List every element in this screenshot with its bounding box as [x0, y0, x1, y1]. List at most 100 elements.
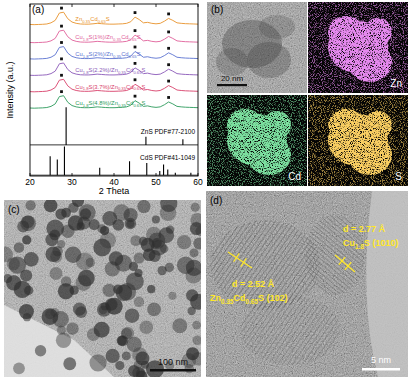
x-tick — [156, 173, 157, 176]
tem-particle — [123, 208, 137, 222]
peak-marker — [60, 74, 63, 77]
series-label: Cu1.8S(1%)/Zn0.35Cd0.65S — [75, 34, 140, 42]
reference-stick — [190, 173, 191, 175]
text-run: Cu — [75, 34, 82, 40]
text-run: S — [142, 100, 146, 106]
peak-marker — [60, 90, 63, 93]
plot-marks — [30, 7, 198, 175]
tem-particle — [66, 322, 79, 335]
text-run: S — [137, 51, 141, 57]
reference-stick — [64, 147, 65, 176]
panel-label: (d) — [210, 195, 222, 206]
x-tick-top — [156, 4, 157, 7]
peak-marker — [167, 47, 170, 50]
text-run: S (102) — [258, 293, 288, 303]
x-tick-top — [72, 4, 73, 7]
fringe-tick — [241, 258, 247, 266]
text-run: Cd — [121, 34, 128, 40]
tem-particle — [139, 237, 148, 246]
tem-particle — [75, 306, 87, 318]
tem-particle — [106, 349, 120, 363]
text-run: S (1010) — [364, 238, 399, 248]
x-tick — [30, 173, 31, 176]
tem-noise — [4, 200, 201, 377]
reference-stick — [163, 165, 164, 176]
reference-stick — [99, 168, 100, 175]
peak-marker — [60, 7, 63, 10]
xrd-pattern — [30, 63, 198, 75]
xrd-panel: Zn0.35Cd0.65SCu1.8S(1%)/Zn0.35Cd0.65SCu1… — [5, 4, 203, 196]
text-run: S(1%)/Zn — [89, 34, 113, 40]
tem-particle — [141, 361, 149, 369]
peak-marker — [167, 31, 170, 34]
tem-particle — [177, 256, 195, 274]
tem-particle — [75, 275, 91, 291]
tem-particle — [192, 336, 201, 346]
reference-baseline — [30, 144, 198, 145]
tem-particle — [147, 285, 155, 293]
tem-particle — [134, 297, 144, 307]
hrtem-background — [206, 191, 408, 377]
map-dense-signal — [308, 2, 408, 93]
series-label: Zn0.35Cd0.65S — [75, 16, 109, 24]
panel-label: (a) — [32, 4, 44, 15]
x-tick-label: 20 — [25, 177, 35, 187]
map-sparse-signal — [308, 95, 408, 186]
reference-label: ZnS PDF#77-2100 — [141, 128, 196, 135]
panel-label: (b) — [211, 4, 223, 15]
scale-bar-label: 5 nm — [371, 355, 391, 365]
text-run: Cd — [90, 16, 97, 22]
x-tick-top — [198, 4, 199, 7]
text-run: Cu — [75, 84, 82, 90]
scale-bar — [217, 84, 247, 86]
panel-label: (c) — [8, 204, 20, 215]
x-tick — [198, 173, 199, 176]
phase-label: Zn0.35Cd0.65S (102) — [210, 293, 288, 305]
hrtem-noise — [206, 191, 408, 377]
tem-particle — [93, 239, 111, 257]
tem-particle — [22, 235, 31, 244]
tem-particle — [125, 308, 139, 322]
tem-particle — [196, 226, 201, 236]
tem-particle — [97, 224, 106, 233]
tem-particle — [13, 362, 25, 374]
tem-particle — [20, 216, 36, 232]
map-background — [308, 2, 408, 93]
tem-background — [207, 2, 307, 93]
text-run: S — [137, 34, 141, 40]
text-run: S(2.2%)/Zn — [89, 67, 118, 73]
subscript: 0.35 — [221, 298, 234, 305]
fringe-tick — [345, 262, 351, 270]
tem-particle — [24, 286, 33, 295]
text-run: Cu — [75, 67, 82, 73]
plot-frame — [30, 4, 198, 176]
eds-map: Cd — [207, 95, 307, 186]
tem-particle — [20, 270, 32, 282]
tem-particle — [165, 263, 174, 272]
tem-particle — [24, 252, 39, 267]
tem-particle — [259, 15, 295, 39]
tem-particle — [216, 48, 248, 76]
tem-particle — [89, 354, 106, 371]
tem-particle — [122, 351, 131, 360]
tem-particle — [192, 321, 201, 330]
peak-marker — [134, 11, 137, 14]
tem-particle — [137, 200, 150, 213]
hrtem-image — [206, 191, 408, 377]
tem-particle — [94, 322, 110, 338]
tem-particle — [191, 203, 200, 212]
tem-panel: 100 nm(c) — [0, 195, 206, 379]
reference-stick — [66, 107, 67, 145]
peak-marker — [167, 80, 170, 83]
tem-particle — [172, 318, 187, 333]
tem-particle — [25, 200, 35, 210]
peak-marker — [60, 57, 63, 60]
tem-particle — [56, 333, 71, 348]
peak-marker — [167, 13, 170, 16]
xrd-pattern — [30, 96, 198, 108]
peak-marker — [167, 96, 170, 99]
text-run: Cu — [75, 100, 82, 106]
tem-particle — [187, 307, 195, 315]
reference-stick — [167, 169, 168, 175]
subscript: 1.8 — [355, 243, 364, 250]
